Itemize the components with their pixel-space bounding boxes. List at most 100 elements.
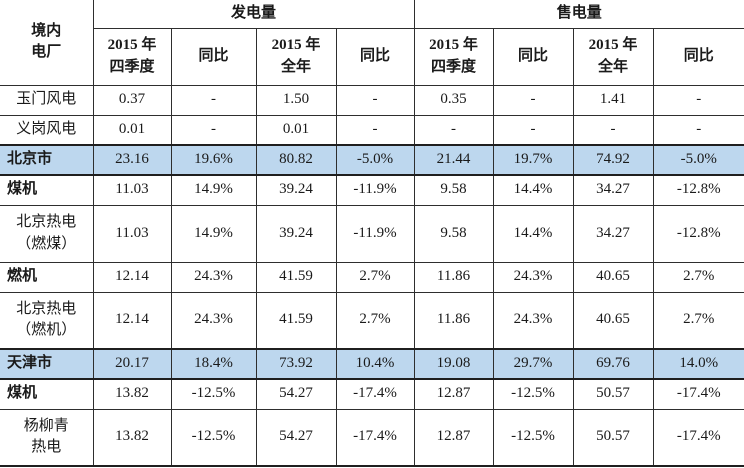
col-header-gen-fullyear-2015: 2015 年 全年 bbox=[255, 27, 337, 86]
cell-gen-year-yoy: -5.0% bbox=[335, 144, 415, 176]
cell-gen-q4-yoy: 14.9% bbox=[170, 204, 257, 263]
cell-sales-year-yoy: 2.7% bbox=[652, 291, 744, 350]
cell-sales-q4-yoy: 24.3% bbox=[492, 261, 574, 293]
table-row: 天津市 20.17 18.4% 73.92 10.4% 19.08 29.7% … bbox=[0, 348, 744, 380]
table-row: 北京市 23.16 19.6% 80.82 -5.0% 21.44 19.7% … bbox=[0, 144, 744, 176]
cell-sales-q4: 11.86 bbox=[413, 261, 494, 293]
cell-gen-year-yoy: 2.7% bbox=[335, 291, 415, 350]
cell-gen-q4: 20.17 bbox=[92, 348, 172, 380]
cell-sales-q4-yoy: 29.7% bbox=[492, 348, 574, 380]
cell-sales-q4-yoy: - bbox=[492, 84, 574, 116]
cell-gen-year-yoy: -17.4% bbox=[335, 378, 415, 410]
cell-gen-q4: 13.82 bbox=[92, 378, 172, 410]
row-label: 玉门风电 bbox=[0, 84, 94, 116]
row-label: 北京市 bbox=[0, 144, 94, 176]
cell-gen-q4: 12.14 bbox=[92, 291, 172, 350]
cell-sales-year-yoy: - bbox=[652, 114, 744, 146]
cell-gen-q4-yoy: 24.3% bbox=[170, 261, 257, 293]
cell-sales-year-yoy: -12.8% bbox=[652, 174, 744, 206]
cell-gen-q4: 12.14 bbox=[92, 261, 172, 293]
cell-sales-year-yoy: -5.0% bbox=[652, 144, 744, 176]
corner-header-domestic-plants: 境内 电厂 bbox=[0, 0, 94, 86]
row-label: 天津市 bbox=[0, 348, 94, 380]
cell-gen-year: 41.59 bbox=[255, 291, 337, 350]
cell-gen-q4-yoy: -12.5% bbox=[170, 408, 257, 467]
cell-gen-q4-yoy: 19.6% bbox=[170, 144, 257, 176]
cell-gen-q4: 23.16 bbox=[92, 144, 172, 176]
cell-gen-q4-yoy: 14.9% bbox=[170, 174, 257, 206]
row-label: 义岗风电 bbox=[0, 114, 94, 146]
cell-sales-q4-yoy: 14.4% bbox=[492, 204, 574, 263]
col-header-gen-q4-2015: 2015 年 四季度 bbox=[93, 27, 172, 86]
cell-sales-year: 50.57 bbox=[572, 378, 654, 410]
cell-gen-year-yoy: - bbox=[335, 114, 415, 146]
cell-sales-q4: - bbox=[413, 114, 494, 146]
cell-sales-q4-yoy: 24.3% bbox=[492, 291, 574, 350]
group-header-row: 境内 电厂 发电量 售电量 bbox=[0, 0, 744, 86]
cell-sales-year-yoy: - bbox=[652, 84, 744, 116]
sub-header-row: 2015 年 四季度 同比 2015 年 全年 同比 2015 年 四季度 同比… bbox=[0, 27, 744, 86]
cell-gen-year: 1.50 bbox=[255, 84, 337, 116]
cell-sales-year: 74.92 bbox=[572, 144, 654, 176]
cell-gen-year-yoy: 10.4% bbox=[335, 348, 415, 380]
cell-sales-q4: 12.87 bbox=[413, 408, 494, 467]
cell-sales-q4: 0.35 bbox=[413, 84, 494, 116]
cell-sales-year: 69.76 bbox=[572, 348, 654, 380]
cell-gen-year-yoy: -11.9% bbox=[335, 204, 415, 263]
cell-sales-q4-yoy: -12.5% bbox=[492, 408, 574, 467]
row-label: 北京热电 （燃煤） bbox=[0, 204, 94, 263]
cell-sales-q4-yoy: -12.5% bbox=[492, 378, 574, 410]
cell-sales-q4: 9.58 bbox=[413, 174, 494, 206]
table-row: 杨柳青 热电 13.82 -12.5% 54.27 -17.4% 12.87 -… bbox=[0, 408, 744, 467]
cell-sales-q4: 9.58 bbox=[413, 204, 494, 263]
cell-gen-year: 54.27 bbox=[255, 408, 337, 467]
cell-sales-q4: 11.86 bbox=[413, 291, 494, 350]
cell-gen-q4: 0.01 bbox=[92, 114, 172, 146]
cell-gen-q4-yoy: 24.3% bbox=[170, 291, 257, 350]
table-row: 北京热电 （燃机） 12.14 24.3% 41.59 2.7% 11.86 2… bbox=[0, 291, 744, 350]
row-label: 煤机 bbox=[0, 174, 94, 206]
table-row: 玉门风电 0.37 - 1.50 - 0.35 - 1.41 - bbox=[0, 84, 744, 116]
cell-gen-q4-yoy: - bbox=[170, 114, 257, 146]
cell-gen-year-yoy: - bbox=[335, 84, 415, 116]
group-header-generation: 发电量 bbox=[92, 0, 415, 29]
cell-sales-q4-yoy: 19.7% bbox=[492, 144, 574, 176]
cell-gen-q4: 0.37 bbox=[92, 84, 172, 116]
table-body: 玉门风电 0.37 - 1.50 - 0.35 - 1.41 - 义岗风电 0.… bbox=[0, 84, 744, 467]
cell-sales-q4: 12.87 bbox=[413, 378, 494, 410]
cell-gen-year: 39.24 bbox=[255, 204, 337, 263]
cell-gen-q4: 11.03 bbox=[92, 174, 172, 206]
cell-gen-year-yoy: 2.7% bbox=[335, 261, 415, 293]
cell-sales-year-yoy: 2.7% bbox=[652, 261, 744, 293]
cell-sales-year-yoy: 14.0% bbox=[652, 348, 744, 380]
cell-gen-q4-yoy: - bbox=[170, 84, 257, 116]
col-header-sales-q4-yoy: 同比 bbox=[492, 27, 574, 86]
cell-gen-q4-yoy: 18.4% bbox=[170, 348, 257, 380]
cell-sales-year: 50.57 bbox=[572, 408, 654, 467]
cell-gen-q4-yoy: -12.5% bbox=[170, 378, 257, 410]
cell-sales-q4-yoy: - bbox=[492, 114, 574, 146]
cell-gen-q4: 13.82 bbox=[92, 408, 172, 467]
row-label: 燃机 bbox=[0, 261, 94, 293]
table-row: 北京热电 （燃煤） 11.03 14.9% 39.24 -11.9% 9.58 … bbox=[0, 204, 744, 263]
cell-sales-year: - bbox=[572, 114, 654, 146]
row-label: 煤机 bbox=[0, 378, 94, 410]
cell-sales-year: 40.65 bbox=[572, 291, 654, 350]
cell-gen-year-yoy: -17.4% bbox=[335, 408, 415, 467]
cell-sales-year: 1.41 bbox=[572, 84, 654, 116]
cell-gen-year: 73.92 bbox=[255, 348, 337, 380]
cell-sales-year: 40.65 bbox=[572, 261, 654, 293]
col-header-sales-fullyear-2015: 2015 年 全年 bbox=[572, 27, 654, 86]
cell-sales-year-yoy: -17.4% bbox=[652, 408, 744, 467]
cell-gen-year: 54.27 bbox=[255, 378, 337, 410]
cell-sales-q4: 21.44 bbox=[413, 144, 494, 176]
col-header-gen-fullyear-yoy: 同比 bbox=[335, 27, 415, 86]
cell-sales-year: 34.27 bbox=[572, 174, 654, 206]
col-header-gen-q4-yoy: 同比 bbox=[170, 27, 257, 86]
cell-gen-year-yoy: -11.9% bbox=[335, 174, 415, 206]
cell-sales-q4-yoy: 14.4% bbox=[492, 174, 574, 206]
table-row: 义岗风电 0.01 - 0.01 - - - - - bbox=[0, 114, 744, 146]
cell-gen-q4: 11.03 bbox=[92, 204, 172, 263]
cell-gen-year: 0.01 bbox=[255, 114, 337, 146]
col-header-sales-fullyear-yoy: 同比 bbox=[652, 27, 744, 86]
